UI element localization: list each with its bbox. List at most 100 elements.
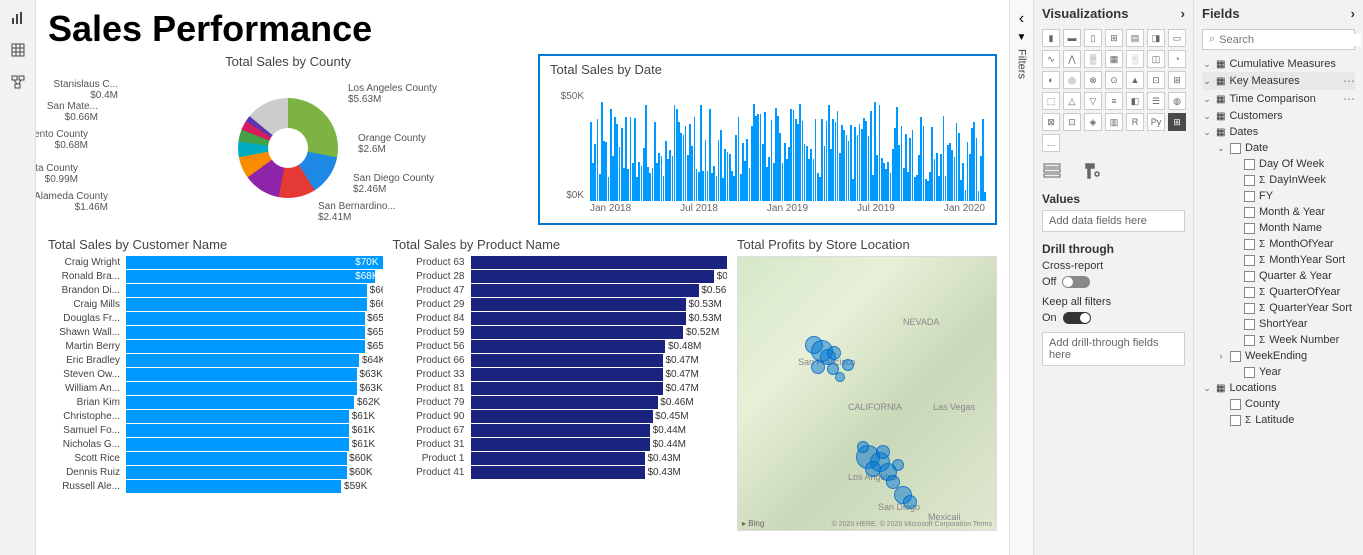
more-icon[interactable]: ⋯ bbox=[1343, 74, 1355, 88]
field-checkbox[interactable] bbox=[1244, 191, 1255, 202]
field-tree-item[interactable]: Quarter & Year bbox=[1202, 268, 1355, 284]
viz-type-icon[interactable]: ◎ bbox=[1063, 71, 1081, 89]
field-checkbox[interactable] bbox=[1244, 287, 1255, 298]
viz-type-icon[interactable]: ▦ bbox=[1105, 50, 1123, 68]
viz-type-icon[interactable]: ◍ bbox=[1168, 92, 1186, 110]
viz-type-icon[interactable]: ⊡ bbox=[1063, 113, 1081, 131]
field-tree-item[interactable]: ⌄▦Dates bbox=[1202, 124, 1355, 140]
field-tree-item[interactable]: Month Name bbox=[1202, 220, 1355, 236]
viz-type-icon[interactable]: … bbox=[1042, 134, 1060, 152]
field-checkbox[interactable] bbox=[1230, 351, 1241, 362]
filters-pane-toggle[interactable]: ‹ ▼ Filters bbox=[1009, 0, 1033, 555]
field-tree-item[interactable]: ΣQuarterYear Sort bbox=[1202, 300, 1355, 316]
fields-tab-icon[interactable] bbox=[1042, 162, 1066, 182]
field-tree-item[interactable]: ⌄▦Customers bbox=[1202, 108, 1355, 124]
drillthrough-dropzone[interactable]: Add drill-through fields here bbox=[1042, 332, 1185, 366]
viz-type-icon[interactable]: ▮ bbox=[1042, 29, 1060, 47]
keep-filters-toggle[interactable] bbox=[1063, 312, 1091, 324]
viz-type-icon[interactable]: ▭ bbox=[1168, 29, 1186, 47]
fields-search-input[interactable] bbox=[1219, 34, 1361, 46]
viz-type-icon[interactable]: ▒ bbox=[1084, 50, 1102, 68]
field-tree-item[interactable]: ⌄Date bbox=[1202, 140, 1355, 156]
field-checkbox[interactable] bbox=[1244, 175, 1255, 186]
field-tree-item[interactable]: ΣLatitude bbox=[1202, 412, 1355, 428]
field-checkbox[interactable] bbox=[1244, 207, 1255, 218]
field-checkbox[interactable] bbox=[1244, 255, 1255, 266]
field-checkbox[interactable] bbox=[1244, 223, 1255, 234]
viz-type-icon[interactable]: ▯ bbox=[1084, 29, 1102, 47]
bar-row: Ronald Bra...$68K bbox=[48, 270, 383, 283]
viz-type-icon[interactable]: ◔ bbox=[1168, 50, 1186, 68]
viz-type-icon[interactable]: ◧ bbox=[1126, 92, 1144, 110]
model-view-icon[interactable] bbox=[8, 72, 28, 92]
field-tree-item[interactable]: ΣMonthOfYear bbox=[1202, 236, 1355, 252]
bar-row: Douglas Fr...$65K bbox=[48, 312, 383, 325]
field-tree-item[interactable]: Day Of Week bbox=[1202, 156, 1355, 172]
viz-type-icon[interactable]: ▬ bbox=[1063, 29, 1081, 47]
field-checkbox[interactable] bbox=[1244, 367, 1255, 378]
viz-type-icon[interactable]: ◐ bbox=[1042, 71, 1060, 89]
field-tree-item[interactable]: ΣQuarterOfYear bbox=[1202, 284, 1355, 300]
field-checkbox[interactable] bbox=[1244, 271, 1255, 282]
viz-type-icon[interactable]: ⊞ bbox=[1168, 71, 1186, 89]
viz-type-icon[interactable]: ◫ bbox=[1147, 50, 1165, 68]
viz-type-icon[interactable]: ⊗ bbox=[1084, 71, 1102, 89]
field-tree-item[interactable]: ⌄▦Key Measures⋯ bbox=[1202, 72, 1355, 90]
viz-type-icon[interactable]: ░ bbox=[1126, 50, 1144, 68]
field-tree-item[interactable]: ΣDayInWeek bbox=[1202, 172, 1355, 188]
field-checkbox[interactable] bbox=[1244, 303, 1255, 314]
viz-type-icon[interactable]: ⊞ bbox=[1168, 113, 1186, 131]
viz-type-icon[interactable]: R bbox=[1126, 113, 1144, 131]
viz-type-icon[interactable]: ⋀ bbox=[1063, 50, 1081, 68]
field-checkbox[interactable] bbox=[1244, 239, 1255, 250]
customers-chart-tile[interactable]: Total Sales by Customer Name Craig Wrigh… bbox=[48, 237, 383, 536]
chevron-right-icon[interactable]: › bbox=[1351, 6, 1355, 21]
viz-type-icon[interactable]: ⊙ bbox=[1105, 71, 1123, 89]
field-tree-item[interactable]: ›WeekEnding bbox=[1202, 348, 1355, 364]
fields-search[interactable]: ⌕ bbox=[1202, 29, 1355, 50]
viz-type-icon[interactable]: ≡ bbox=[1105, 92, 1123, 110]
field-tree-item[interactable]: County bbox=[1202, 396, 1355, 412]
viz-type-icon[interactable]: ◈ bbox=[1084, 113, 1102, 131]
field-tree-item[interactable]: ΣWeek Number bbox=[1202, 332, 1355, 348]
field-tree-item[interactable]: ShortYear bbox=[1202, 316, 1355, 332]
viz-type-icon[interactable]: ▤ bbox=[1126, 29, 1144, 47]
field-tree-item[interactable]: ⌄▦Locations bbox=[1202, 380, 1355, 396]
map-visual: ▸ Bing © 2020 HERE, © 2020 Microsoft Cor… bbox=[737, 256, 997, 531]
viz-type-icon[interactable]: ▽ bbox=[1084, 92, 1102, 110]
timeline-chart-tile[interactable]: Total Sales by Date $50K$0K Jan 2018Jul … bbox=[538, 54, 997, 225]
viz-type-icon[interactable]: ◨ bbox=[1147, 29, 1165, 47]
field-checkbox[interactable] bbox=[1230, 415, 1241, 426]
viz-type-icon[interactable]: ▥ bbox=[1105, 113, 1123, 131]
values-dropzone[interactable]: Add data fields here bbox=[1042, 210, 1185, 232]
field-tree-item[interactable]: ⌄▦Time Comparison⋯ bbox=[1202, 90, 1355, 108]
field-tree-item[interactable]: ⌄▦Cumulative Measures bbox=[1202, 56, 1355, 72]
cross-report-toggle[interactable] bbox=[1062, 276, 1090, 288]
field-tree-item[interactable]: Year bbox=[1202, 364, 1355, 380]
map-tile[interactable]: Total Profits by Store Location ▸ Bing ©… bbox=[737, 237, 997, 536]
viz-type-icon[interactable]: ☰ bbox=[1147, 92, 1165, 110]
report-view-icon[interactable] bbox=[8, 8, 28, 28]
chevron-right-icon[interactable]: › bbox=[1181, 6, 1185, 21]
viz-type-icon[interactable]: ▲ bbox=[1126, 71, 1144, 89]
viz-type-icon[interactable]: ⊠ bbox=[1042, 113, 1060, 131]
viz-type-icon[interactable]: ⬚ bbox=[1042, 92, 1060, 110]
field-tree-item[interactable]: Month & Year bbox=[1202, 204, 1355, 220]
viz-type-icon[interactable]: ∿ bbox=[1042, 50, 1060, 68]
field-checkbox[interactable] bbox=[1230, 143, 1241, 154]
field-checkbox[interactable] bbox=[1230, 399, 1241, 410]
field-tree-item[interactable]: ΣMonthYear Sort bbox=[1202, 252, 1355, 268]
viz-type-icon[interactable]: ⊡ bbox=[1147, 71, 1165, 89]
viz-type-icon[interactable]: Py bbox=[1147, 113, 1165, 131]
products-chart-tile[interactable]: Total Sales by Product Name Product 63$0… bbox=[393, 237, 728, 536]
viz-type-icon[interactable]: ⊞ bbox=[1105, 29, 1123, 47]
field-checkbox[interactable] bbox=[1244, 335, 1255, 346]
field-checkbox[interactable] bbox=[1244, 159, 1255, 170]
donut-chart-tile[interactable]: Total Sales by County Los Angeles County… bbox=[48, 54, 528, 225]
viz-type-icon[interactable]: △ bbox=[1063, 92, 1081, 110]
more-icon[interactable]: ⋯ bbox=[1343, 92, 1355, 106]
format-tab-icon[interactable] bbox=[1082, 162, 1106, 182]
field-checkbox[interactable] bbox=[1244, 319, 1255, 330]
data-view-icon[interactable] bbox=[8, 40, 28, 60]
field-tree-item[interactable]: FY bbox=[1202, 188, 1355, 204]
